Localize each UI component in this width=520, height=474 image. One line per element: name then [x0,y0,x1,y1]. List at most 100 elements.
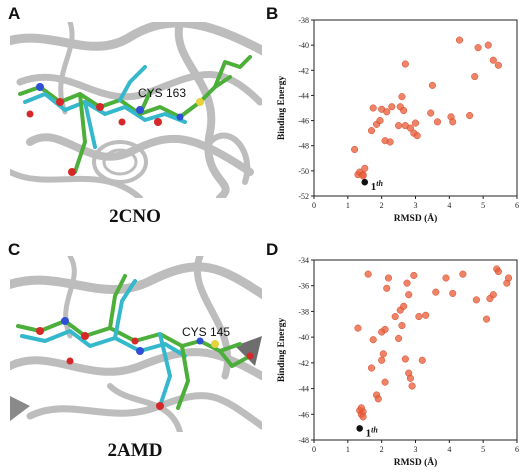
data-point [398,322,406,330]
y-tick-label: -46 [298,410,309,419]
data-point [455,36,464,44]
y-tick-label: -48 [298,142,309,151]
data-point [388,103,396,111]
data-point [401,60,409,68]
protein-ligand-2cno-image: CYS 163 [10,22,262,198]
data-point [484,41,492,49]
x-tick-label: 6 [515,201,519,210]
data-point [367,127,376,135]
y-axis-label: Binding Energy [277,318,287,382]
x-axis-label: RMSD (Å) [394,456,438,468]
data-point [374,395,382,403]
data-point [386,138,394,146]
x-tick-label: 3 [414,445,418,454]
best-pose-point [361,178,369,186]
data-point [410,271,418,279]
data-point [383,108,391,116]
data-point [411,119,420,127]
data-point [449,118,457,126]
data-point [489,291,497,299]
data-point [395,122,403,130]
data-point [406,124,414,132]
data-point [367,364,376,372]
x-tick-label: 1 [346,445,350,454]
x-tick-label: 0 [312,201,316,210]
data-point [359,413,367,421]
x-tick-label: 2 [380,201,384,210]
y-tick-label: -52 [298,192,309,201]
x-tick-label: 5 [481,201,485,210]
data-point [415,313,423,321]
y-tick-label: -42 [298,66,309,75]
data-point [384,274,392,282]
x-tick-label: 1 [346,201,350,210]
data-point [369,104,377,112]
data-point [400,106,408,115]
data-point [504,274,513,282]
data-point [403,279,411,287]
data-point [494,268,502,276]
data-point [376,117,384,125]
y-tick-label: -48 [298,436,309,445]
data-point [471,73,479,81]
panel-c-caption: 2AMD [107,440,163,461]
data-point [466,111,474,120]
x-tick-label: 5 [481,445,485,454]
data-point [459,270,467,278]
data-point [381,378,389,386]
y-tick-label: -34 [298,256,309,265]
residue-label-cys145: CYS 145 [182,325,230,339]
best-pose-label-sup: th [376,179,383,188]
data-point [427,109,435,117]
residue-label-cys163: CYS 163 [138,86,186,100]
y-tick-label: -44 [298,385,309,394]
x-tick-label: 0 [312,445,316,454]
data-point [494,61,502,69]
data-point [405,291,413,299]
data-point [449,289,457,297]
panel-a-letter: A [8,4,21,23]
best-pose-label: 1th [371,179,384,193]
data-point [395,334,403,342]
data-point [418,356,426,364]
x-tick-label: 6 [515,445,519,454]
panel-a-structure: CYS 163 [10,22,262,198]
best-pose-point [356,425,363,432]
data-point [361,164,369,172]
protein-ligand-2amd-image: CYS 145 [10,256,262,432]
data-point [398,93,406,101]
data-point [413,132,421,140]
x-tick-label: 4 [447,445,451,454]
data-point [433,118,442,126]
data-point [369,336,377,344]
x-tick-label: 4 [447,201,451,210]
data-point [401,355,409,363]
panel-c-structure: CYS 145 [10,256,262,432]
data-point [472,296,480,304]
data-point [351,145,359,154]
y-tick-label: -38 [298,16,309,25]
data-point [489,56,497,64]
y-tick-label: -50 [298,167,309,176]
y-tick-label: -40 [298,333,309,342]
y-axis-label: Binding Energy [277,76,287,140]
data-point [378,356,386,364]
panel-b-letter: B [266,4,279,23]
data-point [406,374,414,382]
best-pose-label-sup: th [371,425,378,434]
data-point [422,311,430,319]
data-point [391,313,399,321]
plot-frame [313,259,518,441]
data-point [400,302,408,310]
panel-c-letter: C [8,240,21,259]
data-point [379,350,387,358]
data-point [428,81,436,89]
best-pose-label-main: 1 [366,427,372,439]
y-tick-label: -46 [298,117,309,126]
data-point [381,325,389,333]
x-tick-label: 2 [380,445,384,454]
data-point [408,382,416,390]
y-tick-label: -42 [298,359,309,368]
